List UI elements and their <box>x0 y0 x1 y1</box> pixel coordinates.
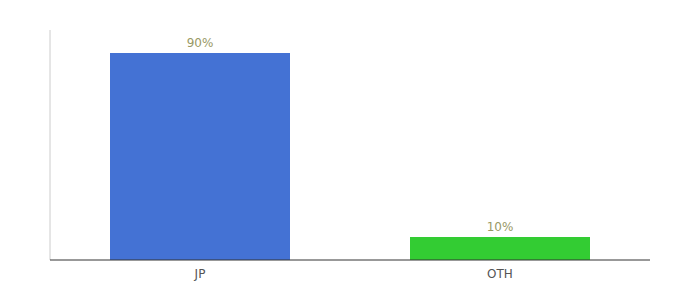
chart-container: JP OTH 90% 10% <box>0 0 680 300</box>
chart: JP OTH 90% 10% <box>0 0 680 300</box>
bars <box>110 53 590 260</box>
x-axis-line <box>50 260 650 261</box>
data-label: 10% <box>487 220 514 234</box>
y-axis-line <box>50 30 51 260</box>
x-tick-label: OTH <box>487 267 513 281</box>
bar <box>110 53 290 260</box>
data-label: 90% <box>187 36 214 50</box>
x-tick-label: JP <box>194 267 206 281</box>
bar <box>410 237 590 260</box>
